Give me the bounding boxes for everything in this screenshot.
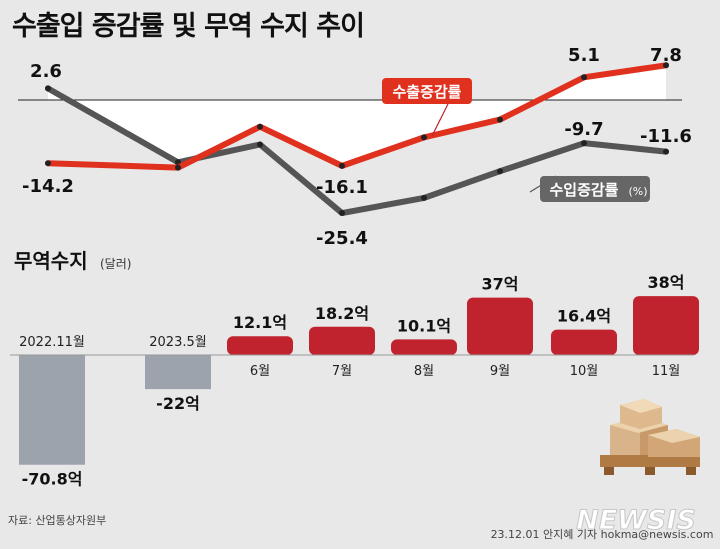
bar-category-label: 11월 — [652, 364, 681, 379]
bar-category-label: 9월 — [490, 364, 510, 379]
import-value-label: 2.6 — [30, 61, 62, 82]
bar-category-label: 2023.5월 — [149, 335, 206, 350]
export-point — [421, 134, 427, 141]
import-value-label: -11.6 — [640, 126, 692, 147]
export-point — [663, 62, 669, 69]
trade-balance-bar — [19, 355, 85, 465]
export-point — [175, 164, 181, 171]
bar-value-label: -70.8억 — [22, 470, 83, 489]
bar-value-label: -22억 — [156, 394, 200, 413]
trade-balance-bar — [467, 297, 533, 355]
import-point — [339, 210, 345, 217]
trade-balance-bar — [551, 329, 617, 355]
export-value-label: -14.2 — [22, 176, 74, 197]
export-series-line — [45, 62, 669, 171]
trade-balance-bar — [309, 326, 375, 355]
pallet-boxes-icon — [600, 399, 700, 475]
import-point — [581, 140, 587, 147]
bar-chart-title: 무역수지 — [14, 249, 88, 273]
bar-category-label: 6월 — [250, 364, 270, 379]
export-series — [45, 62, 669, 171]
newsis-logo: NEWSIS — [576, 505, 696, 536]
credit-text: 23.12.01 안지혜 기자 hokma@newsis.com — [491, 528, 714, 541]
page-title: 수출입 증감률 및 무역 수지 추이 — [12, 11, 365, 42]
export-value-label: 7.8 — [650, 45, 682, 66]
bar-chart-unit: (달러) — [100, 257, 131, 271]
bar-value-label: 38억 — [648, 273, 685, 292]
export-value-label: -16.1 — [316, 177, 368, 198]
gap-area-fill — [48, 65, 666, 166]
import-legend: 수입증감률 (%) — [529, 175, 650, 202]
import-point — [421, 194, 427, 201]
bar-category-label: 7월 — [332, 364, 352, 379]
bar-value-label: 10.1억 — [397, 316, 451, 335]
export-legend-leader — [431, 103, 449, 137]
import-value-label: -9.7 — [564, 119, 603, 140]
export-point — [497, 116, 503, 123]
trade-balance-bar — [227, 336, 293, 355]
export-point — [339, 162, 345, 169]
bar-category-label: 2022.11월 — [19, 335, 85, 350]
export-legend: 수출증감률 — [382, 78, 472, 137]
trade-balance-bars: -70.8억 2022.11월 -22억 2023.5월 12.1억 6월 18.2억 7월 1… — [19, 273, 699, 489]
trade-balance-bar — [145, 355, 211, 390]
bar-value-label: 18.2억 — [315, 304, 369, 323]
import-legend-unit: (%) — [628, 185, 647, 198]
trade-balance-bar — [633, 296, 699, 355]
import-legend-label: 수입증감률 — [549, 181, 618, 199]
export-point — [45, 160, 51, 167]
export-legend-label: 수출증감률 — [392, 83, 461, 101]
export-legend-box — [382, 78, 472, 104]
import-legend-box — [540, 176, 650, 202]
bar-value-label: 37억 — [482, 275, 519, 294]
source-text: 자료: 산업통상자원부 — [8, 514, 106, 527]
import-point — [45, 85, 51, 92]
bar-value-label: 16.4억 — [557, 307, 611, 326]
import-value-label: -25.4 — [316, 228, 368, 249]
export-point — [581, 74, 587, 81]
trade-balance-bar — [391, 339, 457, 355]
gap-area — [48, 65, 666, 166]
bar-category-label: 10월 — [570, 364, 599, 379]
bar-category-label: 8월 — [414, 364, 434, 379]
export-point — [257, 123, 263, 130]
export-value-label: 5.1 — [568, 45, 600, 66]
import-point — [663, 148, 669, 155]
bar-value-label: 12.1억 — [233, 313, 287, 332]
import-point — [257, 141, 263, 148]
import-point — [497, 168, 503, 175]
